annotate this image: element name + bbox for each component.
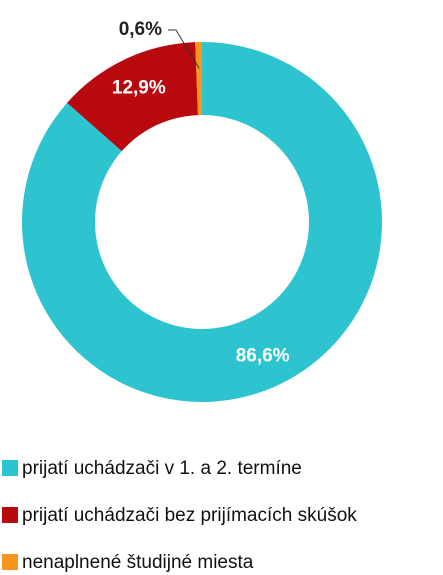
data-label: 12,9% — [112, 78, 166, 99]
legend-swatch — [2, 507, 18, 523]
legend-label: prijatí uchádzači v 1. a 2. termíne — [22, 458, 302, 479]
donut-slice — [195, 42, 202, 116]
legend-label: prijatí uchádzači bez prijímacích skúšok — [22, 505, 357, 526]
legend-swatch — [2, 460, 18, 476]
legend-label: nenaplnené študijné miesta — [22, 552, 254, 573]
data-label: 86,6% — [236, 345, 290, 366]
donut-slice — [21, 42, 382, 403]
leader-line — [168, 29, 200, 69]
donut-slice — [67, 42, 198, 152]
data-label: 0,6% — [119, 19, 162, 40]
legend-swatch — [2, 554, 18, 570]
